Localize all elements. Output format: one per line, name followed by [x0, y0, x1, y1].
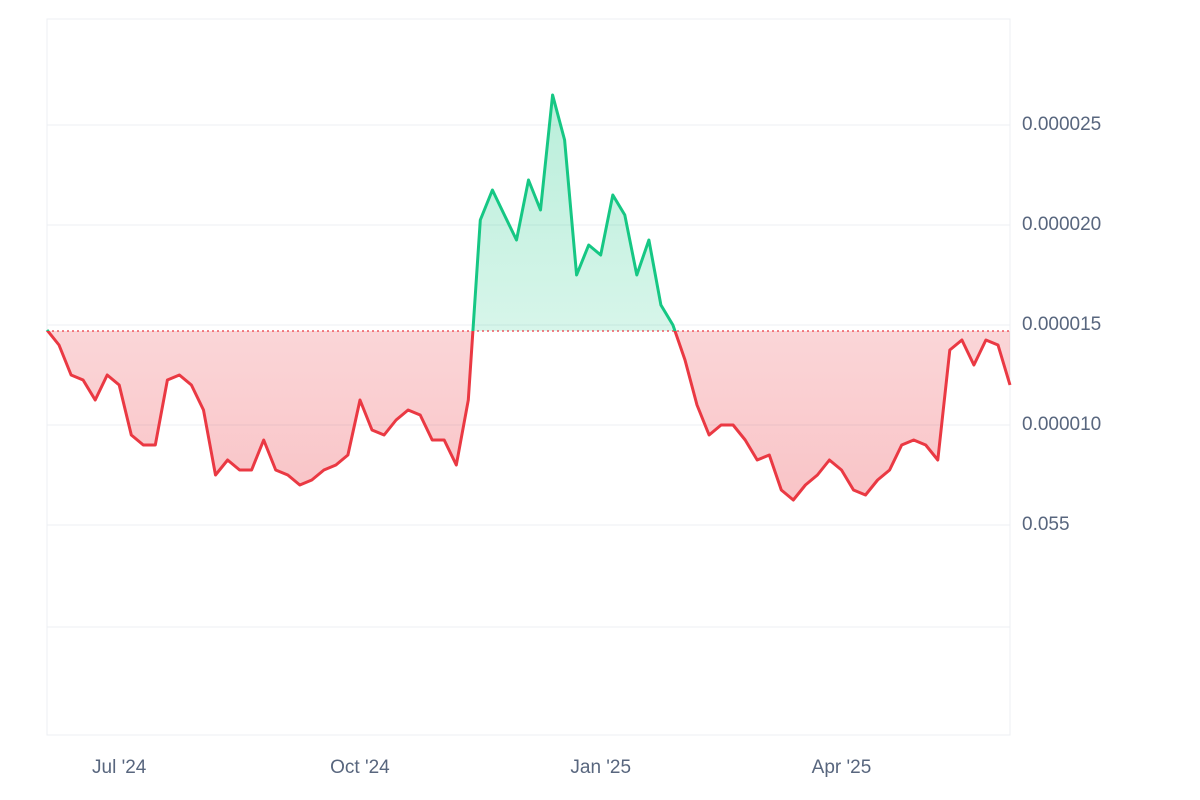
price-line-up	[45, 93, 677, 331]
area-down	[47, 331, 1010, 500]
y-tick-label: 0.000015	[1022, 314, 1101, 335]
price-line-down	[45, 331, 1012, 502]
area-up	[47, 95, 1010, 331]
y-tick-label: 0.000020	[1022, 214, 1101, 235]
y-tick-label: 0.000010	[1022, 414, 1101, 435]
x-tick-label: Jul '24	[92, 757, 147, 778]
x-tick-label: Oct '24	[330, 757, 390, 778]
x-tick-label: Apr '25	[812, 757, 872, 778]
x-tick-label: Jan '25	[570, 757, 631, 778]
y-tick-label: 0.055	[1022, 514, 1070, 535]
y-tick-label: 0.000025	[1022, 114, 1101, 135]
